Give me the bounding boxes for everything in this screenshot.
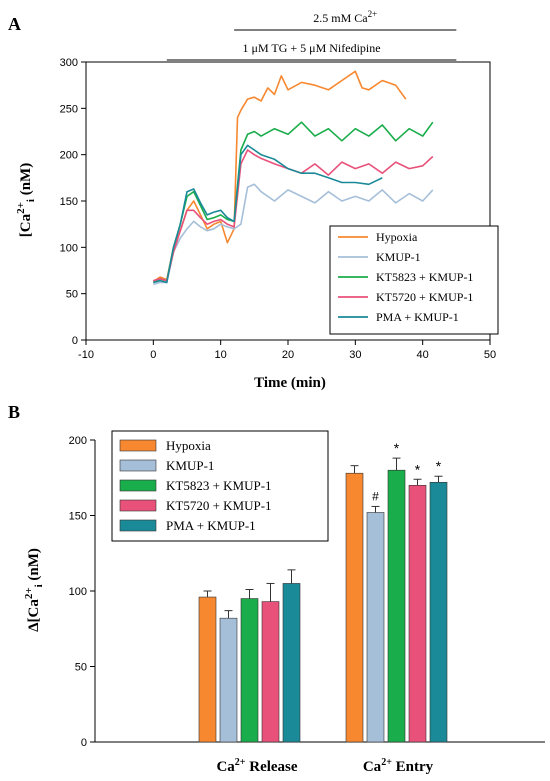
annotation-label-superscript: 2+ <box>368 9 378 19</box>
legend-label: KT5823 + KMUP-1 <box>166 478 272 493</box>
panel-a-x-tick-label: -10 <box>78 349 94 361</box>
significance-mark: # <box>372 489 379 503</box>
panel-a-legend-box <box>329 225 499 335</box>
bar-pma <box>282 583 301 743</box>
panel-a-x-tick-label: 20 <box>282 349 294 361</box>
series-line-kt5720 <box>153 149 434 282</box>
panel-b-y-tick-label: 0 <box>81 737 87 749</box>
bar-kt5720 <box>408 484 427 743</box>
panel-b-y-axis-title: Δ[Ca2+i (nM) <box>23 548 45 632</box>
panel-a-y-tick-label: 150 <box>60 196 78 208</box>
panel-a-y-tick-label: 200 <box>60 150 78 162</box>
category-label: Ca2+ Entry <box>363 757 434 775</box>
bar-hypoxia <box>345 472 364 743</box>
panel-a-x-tick-label: 30 <box>349 349 361 361</box>
panel-a-y-tick-label: 0 <box>72 335 78 347</box>
legend-label: Hypoxia <box>166 438 211 453</box>
annotation-label-text: 1 μM TG + 5 μM Nifedipine <box>243 41 381 55</box>
panel-a-x-tick-label: 0 <box>150 349 156 361</box>
panel-a-x-tick-label: 50 <box>484 349 496 361</box>
legend-label: KMUP-1 <box>166 458 214 473</box>
panel-label-b: B <box>8 402 20 422</box>
panel-a-y-tick-label: 250 <box>60 103 78 115</box>
panel-b-legend: Hypoxia KMUP-1 KT5823 + KMUP-1 KT5720 + KMU… <box>111 430 329 542</box>
category-label-rest: Entry <box>392 759 434 775</box>
series-line-kmup <box>153 183 434 286</box>
panel-a-y-axis-title: [Ca2+i (nM) <box>15 163 37 237</box>
category-label: Ca2+ Release <box>216 757 297 775</box>
significance-mark: * <box>436 458 442 474</box>
panel-b-bars: # * * * <box>198 440 448 743</box>
annotation-label: 1 μM TG + 5 μM Nifedipine <box>243 41 381 55</box>
bar-kmup <box>219 617 238 743</box>
legend-label: KMUP-1 <box>376 250 421 264</box>
significance-mark: * <box>415 461 421 477</box>
legend-label: PMA + KMUP-1 <box>376 310 459 324</box>
category-label-base: Ca <box>363 759 382 775</box>
panel-b-axes: 0 50 100 150 200 <box>69 435 545 749</box>
series-line-hypoxia <box>152 70 407 283</box>
legend-label: PMA + KMUP-1 <box>166 518 256 533</box>
panel-a-y-tick-label: 100 <box>60 242 78 254</box>
panel-a-annotations: 2.5 mM Ca2+ 1 μM TG + 5 μM Nifedipine <box>166 9 457 61</box>
legend-swatch-box <box>119 499 157 512</box>
legend-label: KT5720 + KMUP-1 <box>166 498 272 513</box>
bar-kmup <box>366 512 385 743</box>
bar-pma <box>429 481 448 743</box>
panel-b-y-tick-label: 200 <box>69 435 87 447</box>
significance-mark: * <box>394 440 400 456</box>
panel-b-y-tick-label: 100 <box>69 586 87 598</box>
panel-label-a: A <box>8 14 21 34</box>
annotation-label: 2.5 mM Ca2+ <box>313 9 377 25</box>
category-label-rest: Release <box>245 759 297 775</box>
bar-kt5823 <box>240 598 259 743</box>
panel-a-y-tick-label: 50 <box>66 289 78 301</box>
annotation-label-text: 2.5 mM Ca <box>313 11 368 25</box>
category-label-superscript: 2+ <box>381 757 392 768</box>
bar-kt5720 <box>261 601 280 743</box>
legend-swatch-box <box>119 459 157 472</box>
bar-kt5823 <box>387 469 406 743</box>
panel-a-x-axis-title: Time (min) <box>254 375 326 391</box>
legend-label: KT5823 + KMUP-1 <box>376 270 473 284</box>
legend-swatch-box <box>119 479 157 492</box>
legend-label: Hypoxia <box>376 230 418 244</box>
legend-label: KT5720 + KMUP-1 <box>376 290 473 304</box>
legend-swatch-box <box>119 519 157 532</box>
panel-a-y-tick-label: 300 <box>60 57 78 69</box>
category-label-base: Ca <box>216 759 235 775</box>
panel-a-x-tick-label: 40 <box>417 349 429 361</box>
panel-b-y-tick-label: 150 <box>69 511 87 523</box>
bar-hypoxia <box>198 596 217 743</box>
panel-b-category-labels: Ca2+ Release Ca2+ Entry <box>216 757 433 775</box>
category-label-superscript: 2+ <box>235 757 246 768</box>
panel-a-legend: Hypoxia KMUP-1 KT5823 + KMUP-1 KT5720 + KMU… <box>329 225 499 335</box>
legend-swatch-box <box>119 439 157 452</box>
series-line-pma <box>153 144 383 284</box>
panel-a-series-lines <box>152 70 434 286</box>
panel-a-x-tick-label: 10 <box>215 349 227 361</box>
panel-b-y-tick-label: 50 <box>75 662 87 674</box>
